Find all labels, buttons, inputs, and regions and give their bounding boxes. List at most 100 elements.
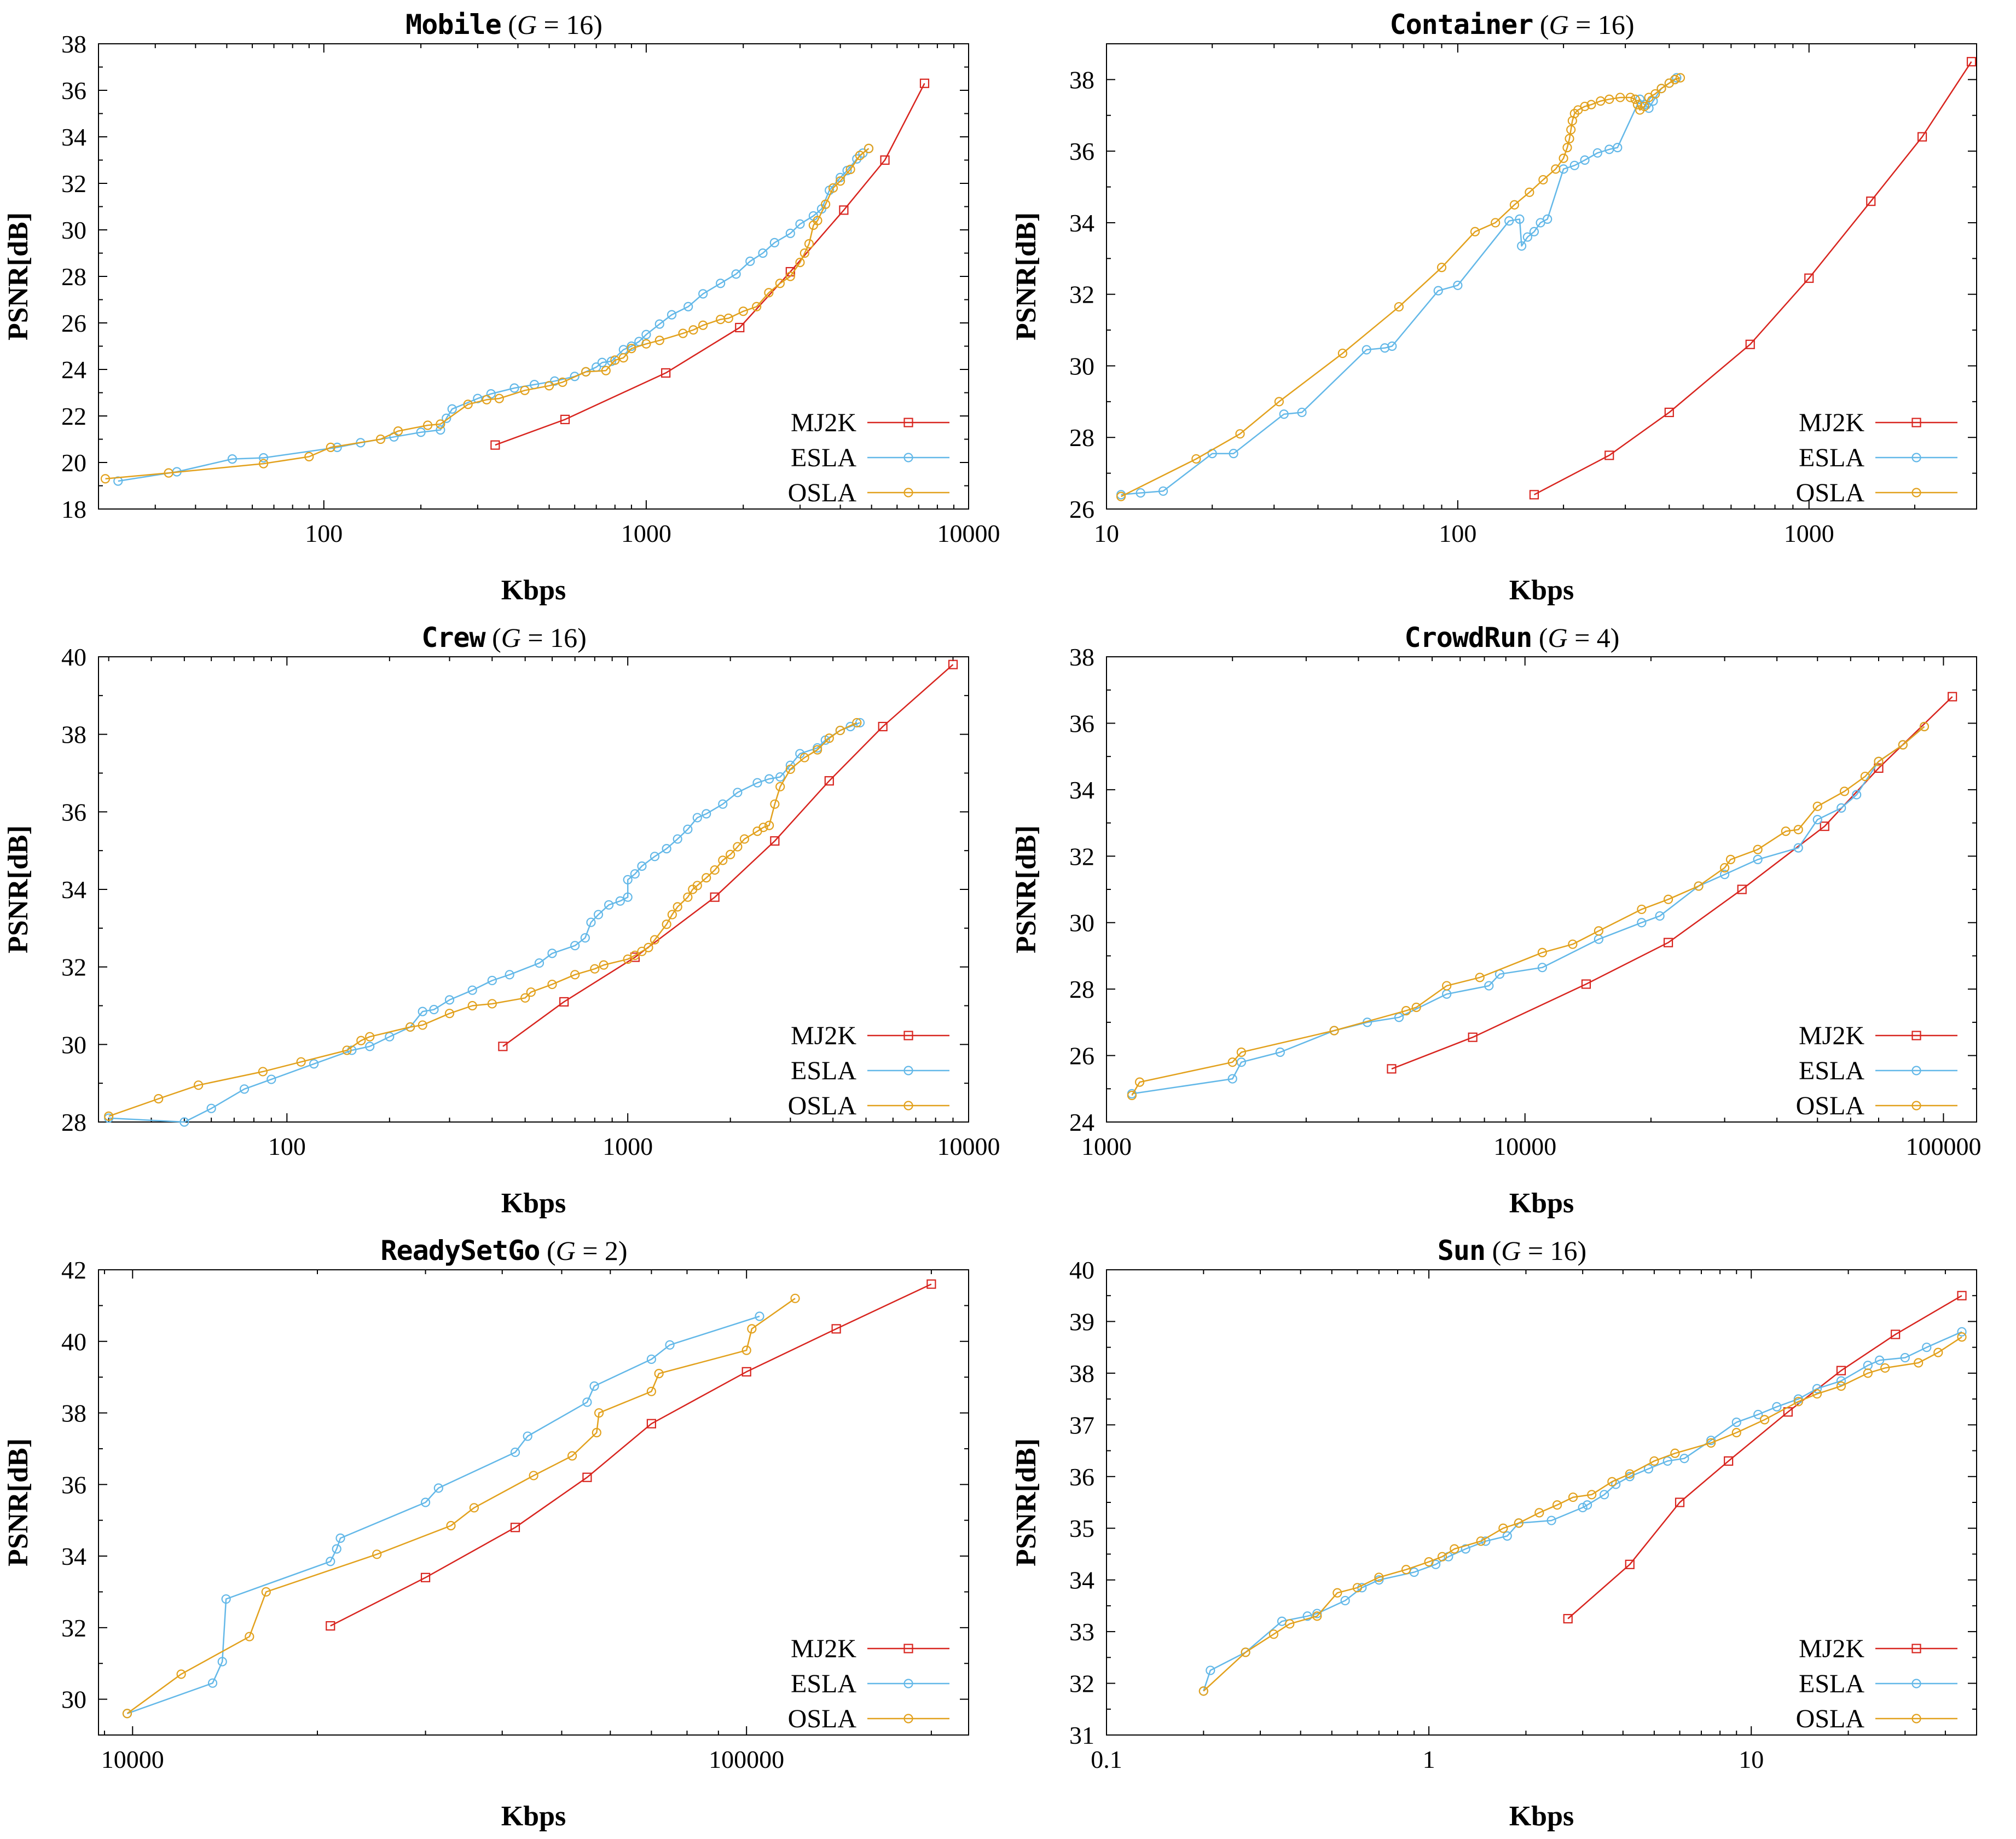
panel-mobile: Mobile (G = 16) 100 1000 10000 18 20 22 24 26 28… xyxy=(0,0,1008,613)
marker-circle xyxy=(405,1022,415,1032)
marker-circle xyxy=(1640,101,1649,112)
y-tick-label: 34 xyxy=(1069,209,1094,237)
marker-circle xyxy=(673,834,682,844)
marker-circle xyxy=(1656,84,1666,94)
marker-square xyxy=(646,1419,656,1429)
marker-circle xyxy=(176,1669,186,1679)
marker-circle xyxy=(1594,926,1603,936)
y-tick-label: 32 xyxy=(1069,281,1094,309)
marker-circle xyxy=(1450,1544,1459,1554)
x-tick-label: 100000 xyxy=(709,1745,784,1773)
marker-circle xyxy=(1411,1002,1421,1013)
marker-circle xyxy=(1285,1619,1295,1629)
marker-circle xyxy=(758,248,768,258)
marker-circle xyxy=(1725,854,1736,864)
y-tick-label: 34 xyxy=(1069,776,1094,804)
y-axis-label: PSNR[dB] xyxy=(3,1438,34,1566)
y-tick-label: 40 xyxy=(1069,1256,1094,1284)
marker-circle xyxy=(1568,939,1578,949)
marker-circle xyxy=(258,1067,268,1077)
marker-square xyxy=(490,440,500,450)
legend-label-mj2k: MJ2K xyxy=(791,408,856,437)
marker-circle xyxy=(586,917,596,927)
y-axis-label: PSNR[dB] xyxy=(3,212,34,340)
marker-square xyxy=(1957,1291,1967,1300)
marker-circle xyxy=(599,960,609,970)
marker-circle xyxy=(630,950,640,961)
marker-circle xyxy=(1504,216,1514,226)
series-line-esla xyxy=(1203,1331,1962,1692)
marker-square xyxy=(741,1367,751,1377)
marker-circle xyxy=(1552,1500,1562,1510)
y-tick-label: 30 xyxy=(61,216,86,244)
x-tick-label: 10000 xyxy=(937,1132,1000,1160)
y-tick-label: 37 xyxy=(1069,1411,1094,1439)
marker-circle xyxy=(1136,488,1145,498)
marker-circle xyxy=(164,468,173,478)
marker-square xyxy=(510,1523,520,1533)
marker-circle xyxy=(581,367,591,377)
y-tick-label: 24 xyxy=(1069,1108,1094,1136)
marker-circle xyxy=(1569,160,1579,170)
y-tick-label: 30 xyxy=(1069,909,1094,937)
marker-circle xyxy=(1546,1516,1556,1525)
marker-circle xyxy=(520,993,530,1003)
series-line-osla xyxy=(1203,1336,1962,1692)
series-line-osla xyxy=(108,722,858,1117)
marker-circle xyxy=(245,1632,254,1641)
marker-circle xyxy=(1274,397,1284,407)
series-markers-mj2k xyxy=(1529,57,1977,500)
marker-circle xyxy=(637,861,647,871)
marker-circle xyxy=(1312,1609,1322,1618)
marker-circle xyxy=(764,774,774,784)
marker-circle xyxy=(1731,1427,1741,1438)
y-tick-label: 40 xyxy=(61,643,86,671)
y-tick-label: 26 xyxy=(1069,495,1094,523)
marker-circle xyxy=(1565,134,1574,143)
marker-circle xyxy=(1625,1469,1635,1479)
marker-square xyxy=(1581,979,1591,989)
series-line-esla xyxy=(108,722,860,1123)
marker-circle xyxy=(644,942,653,952)
marker-circle xyxy=(601,366,611,375)
marker-circle xyxy=(758,823,768,832)
plot-canvas: 1000 10000 100000 24 26 28 30 32 34 36 38 Kbps PSNR[… xyxy=(1011,643,1981,1219)
marker-square xyxy=(1966,57,1977,67)
series-markers-osla xyxy=(122,1293,800,1719)
marker-circle xyxy=(1592,148,1602,158)
marker-circle xyxy=(487,999,497,1009)
marker-circle xyxy=(1525,187,1534,197)
marker-circle xyxy=(858,148,868,158)
marker-circle xyxy=(1694,881,1704,891)
marker-circle xyxy=(104,1111,114,1121)
marker-circle xyxy=(785,764,795,774)
marker-circle xyxy=(1275,1047,1285,1057)
marker-circle xyxy=(615,896,625,906)
marker-square xyxy=(420,1572,431,1582)
marker-square xyxy=(582,1472,592,1482)
legend-marker-mj2k xyxy=(903,418,913,427)
marker-circle xyxy=(828,183,838,193)
marker-circle xyxy=(1812,1389,1822,1399)
series-line-esla xyxy=(1132,726,1925,1095)
marker-circle xyxy=(1663,894,1673,904)
marker-circle xyxy=(1568,1492,1578,1502)
marker-circle xyxy=(444,995,455,1005)
marker-circle xyxy=(418,1007,427,1016)
marker-square xyxy=(1891,1329,1901,1339)
marker-circle xyxy=(1874,756,1884,766)
marker-circle xyxy=(558,377,567,387)
x-tick-label: 10000 xyxy=(937,519,1000,547)
marker-circle xyxy=(365,1042,375,1051)
panel-title-suffix: (G = 16) xyxy=(1485,1235,1587,1266)
panel-sun: Sun (G = 16) 0.1 1 10 31 32 33 34 35 36 37 38 39 40 K… xyxy=(1008,1226,2016,1839)
x-tick-label: 1000 xyxy=(621,519,671,547)
series-line-esla xyxy=(126,1315,760,1714)
legend-label-esla: ESLA xyxy=(791,443,856,472)
y-tick-label: 38 xyxy=(61,30,86,58)
y-tick-label: 33 xyxy=(1069,1618,1094,1646)
marker-circle xyxy=(646,1354,656,1364)
marker-circle xyxy=(467,985,477,995)
marker-circle xyxy=(590,964,600,974)
plot-canvas: 10 100 1000 26 28 30 32 34 36 38 Kbps PSNR[dB] MJ2K E… xyxy=(1011,43,1977,606)
